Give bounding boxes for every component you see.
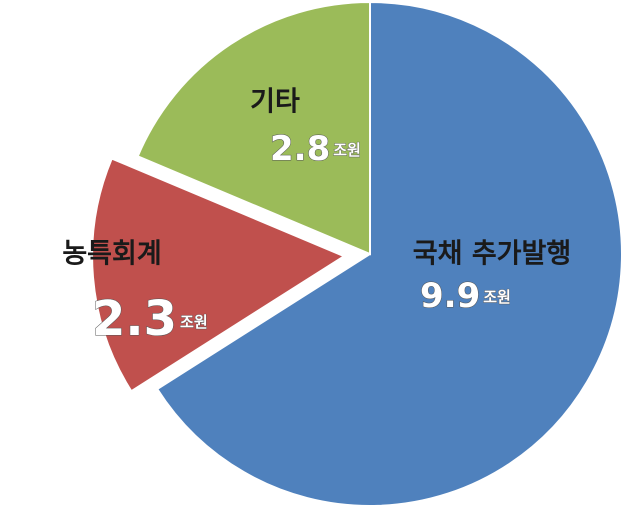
- value-unit: 조원: [483, 288, 511, 306]
- slice-value: 9.9 조원: [420, 276, 511, 316]
- value-unit: 조원: [333, 141, 361, 159]
- pie-slice: [155, 0, 622, 507]
- pie-slice: [136, 0, 371, 256]
- value-number: 2.3: [92, 291, 177, 347]
- value-unit: 조원: [180, 313, 208, 331]
- slice-value: 2.8 조원: [270, 129, 361, 169]
- value-number: 9.9: [420, 276, 480, 316]
- slice-label: 기타: [250, 87, 300, 118]
- pie-slice: [91, 157, 347, 393]
- slice-label: 농특회계: [62, 239, 161, 270]
- slice-label: 국채 추가발행: [413, 239, 571, 270]
- slice-value: 2.3 조원: [92, 291, 208, 347]
- value-number: 2.8: [270, 129, 330, 169]
